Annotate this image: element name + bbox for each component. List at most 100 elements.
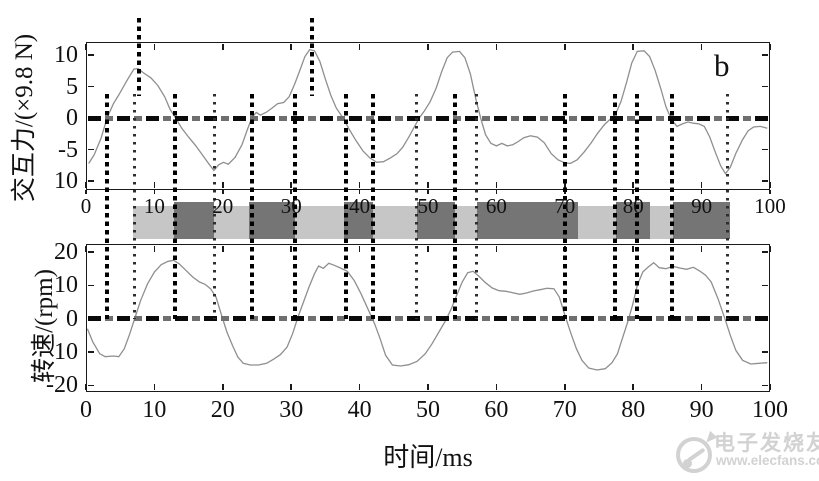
speed-zero-line bbox=[88, 316, 768, 322]
tick-mark bbox=[564, 43, 566, 50]
tick-mark bbox=[85, 43, 87, 50]
force-xtick-label: 80 bbox=[622, 194, 644, 218]
speed-plot-box bbox=[86, 244, 770, 392]
tick-mark bbox=[769, 190, 771, 194]
tick-mark bbox=[564, 384, 566, 391]
phase-band-segment-light bbox=[132, 206, 175, 239]
force-xtick-label: 40 bbox=[349, 194, 371, 218]
tick-mark bbox=[762, 351, 769, 353]
tick-mark bbox=[290, 43, 292, 50]
speed-ytick-label: 10 bbox=[54, 339, 78, 365]
event-line-dashed bbox=[475, 94, 479, 319]
tick-mark bbox=[87, 85, 94, 88]
tick-mark bbox=[153, 182, 156, 189]
speed-ytick-label: -20 bbox=[46, 372, 78, 399]
force-xtick-label: 50 bbox=[417, 194, 439, 218]
phase-band-segment-light bbox=[213, 206, 250, 239]
tick-mark bbox=[762, 251, 769, 253]
event-line-dotted bbox=[453, 94, 458, 319]
watermark: 电子发烧友 www.elecfans.com bbox=[670, 424, 819, 481]
tick-mark bbox=[495, 43, 498, 50]
tick-mark bbox=[153, 43, 156, 50]
phase-band-segment-dark bbox=[417, 202, 456, 239]
force-xtick-label: 30 bbox=[280, 194, 302, 218]
tick-mark bbox=[762, 148, 769, 151]
tick-mark bbox=[87, 351, 94, 353]
force-curve bbox=[88, 48, 768, 175]
speed-xtick-label: 70 bbox=[552, 397, 577, 423]
force-ytick-label: 5 bbox=[66, 73, 78, 100]
force-xtick-label: 70 bbox=[554, 194, 576, 218]
tick-mark bbox=[769, 182, 771, 189]
tick-mark bbox=[87, 284, 94, 287]
force-xtick-label: 0 bbox=[80, 194, 92, 218]
event-line-dotted bbox=[172, 94, 177, 319]
phase-band-segment-light bbox=[577, 206, 617, 239]
watermark-brand: 电子发烧友 bbox=[714, 431, 819, 455]
speed-curve bbox=[86, 259, 768, 371]
tick-mark bbox=[358, 43, 361, 50]
speed-xtick-label: 80 bbox=[621, 397, 646, 423]
tick-mark bbox=[762, 54, 769, 56]
phase-band-segment-light bbox=[295, 206, 344, 239]
tick-mark bbox=[700, 245, 703, 252]
event-line-dashed bbox=[726, 94, 730, 319]
phase-band-segment-dark bbox=[343, 202, 374, 239]
tick-mark bbox=[762, 384, 769, 387]
event-line-dotted bbox=[634, 94, 639, 319]
force-xtick-label: 10 bbox=[143, 194, 165, 218]
tick-mark bbox=[85, 190, 87, 194]
tick-mark bbox=[153, 190, 156, 194]
force-ytick-label: -5 bbox=[58, 136, 78, 163]
event-line-dotted bbox=[293, 94, 298, 319]
speed-xtick-label: 30 bbox=[279, 397, 304, 423]
tick-mark bbox=[87, 384, 94, 387]
speed-xtick-label: 50 bbox=[416, 397, 440, 423]
tick-mark bbox=[290, 182, 292, 189]
phase-band-segment-light bbox=[650, 206, 673, 239]
event-line-dotted bbox=[371, 94, 376, 319]
phase-band-segment-dark bbox=[616, 202, 651, 239]
tick-mark bbox=[222, 43, 224, 50]
event-line-dashed bbox=[415, 94, 419, 319]
tick-mark bbox=[632, 190, 634, 194]
tick-mark bbox=[427, 245, 429, 252]
tick-mark bbox=[85, 182, 87, 189]
tick-mark bbox=[700, 384, 703, 391]
phase-band-segment-dark bbox=[249, 202, 296, 239]
tick-mark bbox=[495, 182, 498, 189]
tick-mark bbox=[769, 43, 771, 50]
tick-mark bbox=[632, 245, 634, 252]
event-line-dotted bbox=[612, 94, 617, 319]
tick-mark bbox=[222, 190, 224, 194]
tick-mark bbox=[358, 182, 361, 189]
tick-mark bbox=[87, 148, 94, 151]
event-line-dotted bbox=[250, 94, 255, 319]
speed-xtick-label: 20 bbox=[210, 397, 235, 423]
tick-mark bbox=[427, 182, 429, 189]
event-line-tall bbox=[136, 18, 142, 96]
watermark-site: www.elecfans.com bbox=[716, 453, 819, 468]
tick-mark bbox=[632, 43, 634, 50]
tick-mark bbox=[762, 180, 769, 182]
tick-mark bbox=[769, 245, 771, 252]
tick-mark bbox=[87, 54, 94, 56]
tick-mark bbox=[85, 245, 87, 252]
tick-mark bbox=[85, 384, 87, 391]
rotation-speed-polyline bbox=[86, 259, 768, 371]
speed-xtick-label: 0 bbox=[80, 397, 92, 423]
event-line-tall bbox=[309, 18, 315, 96]
event-line-dotted bbox=[562, 94, 567, 319]
tick-mark bbox=[222, 182, 224, 189]
phase-band-segment-dark bbox=[477, 202, 578, 239]
tick-mark bbox=[358, 384, 361, 391]
tick-mark bbox=[762, 85, 769, 88]
phase-band-segment-dark bbox=[672, 202, 731, 239]
tick-mark bbox=[769, 384, 771, 391]
tick-mark bbox=[87, 180, 94, 182]
tick-mark bbox=[358, 190, 361, 194]
tick-mark bbox=[632, 384, 634, 391]
tick-mark bbox=[290, 245, 292, 252]
force-ytick-label: 0 bbox=[66, 105, 78, 132]
phase-band-segment-light bbox=[455, 206, 478, 239]
